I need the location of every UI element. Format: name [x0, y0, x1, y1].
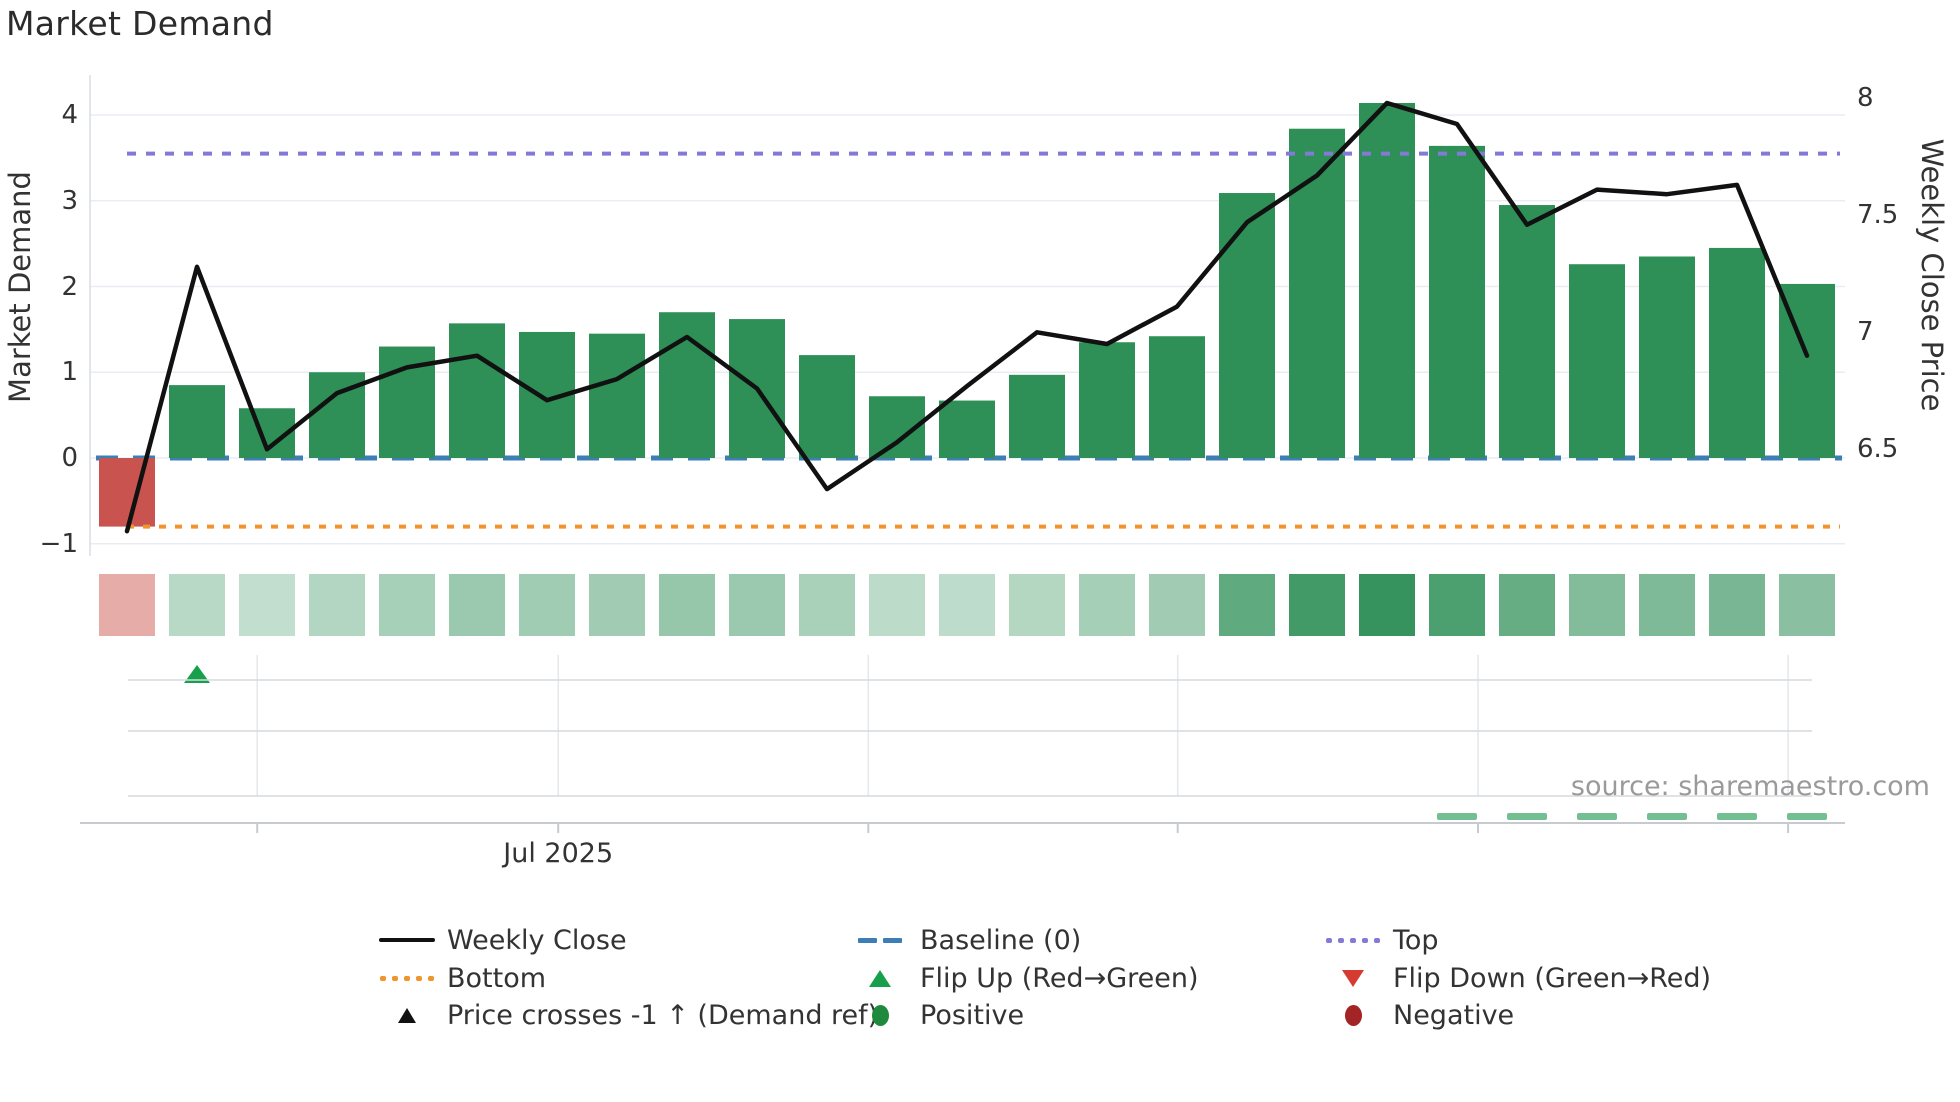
- heatmap-cell: [449, 574, 505, 636]
- positive-streak-marker: [1647, 813, 1687, 820]
- demand-bar: [1499, 205, 1555, 458]
- heatmap-cell: [1219, 574, 1275, 636]
- price-cross-triangle-icon: [378, 1007, 436, 1023]
- weekly-close-line: [124, 100, 1810, 534]
- demand-bar: [1569, 264, 1625, 458]
- legend-item-positive: Positive: [851, 1000, 1024, 1031]
- legend-item-top: Top: [1324, 925, 1439, 956]
- heatmap-cell: [1079, 574, 1135, 636]
- legend-item-weekly-close: Weekly Close: [378, 925, 627, 956]
- demand-bar: [589, 333, 645, 458]
- demand-bar: [1149, 336, 1205, 458]
- heatmap-cell: [1569, 574, 1625, 636]
- legend-item-baseline: Baseline (0): [851, 925, 1081, 956]
- demand-bar: [1639, 256, 1695, 458]
- positive-streak-marker: [1437, 813, 1477, 820]
- source-caption: source: sharemaestro.com: [1570, 771, 1930, 802]
- demand-bar-negative: [99, 458, 155, 527]
- heatmap-cell: [519, 574, 575, 636]
- heatmap-cell: [799, 574, 855, 636]
- right-axis-title: Weekly Close Price: [1915, 138, 1949, 412]
- heatmap-cell: [99, 574, 155, 636]
- heatmap-cell: [1429, 574, 1485, 636]
- positive-circle-icon: [851, 1004, 909, 1026]
- demand-bar: [449, 323, 505, 458]
- heatmap-cell: [1009, 574, 1065, 636]
- heatmap-cell: [1639, 574, 1695, 636]
- left-axis-tick-label: 2: [61, 271, 78, 302]
- positive-streak-marker: [1717, 813, 1757, 820]
- demand-bar: [1079, 342, 1135, 458]
- heatmap-cell: [1779, 574, 1835, 636]
- legend-item-price-crosses: Price crosses -1 ↑ (Demand ref): [378, 1000, 878, 1031]
- heatmap-cell: [1359, 574, 1415, 636]
- left-axis-tick-label: 1: [61, 357, 78, 388]
- heatmap-cell: [589, 574, 645, 636]
- x-axis-month-label: Jul 2025: [503, 838, 614, 869]
- flip-down-triangle-icon: [1324, 969, 1382, 987]
- positive-streak-marker: [1787, 813, 1827, 820]
- legend-item-negative: Negative: [1324, 1000, 1514, 1031]
- heatmap-cell: [869, 574, 925, 636]
- heatmap-cell: [169, 574, 225, 636]
- right-axis-tick-label: 6.5: [1857, 434, 1899, 465]
- left-axis-tick-label: 0: [61, 443, 78, 473]
- heatmap-cell: [1709, 574, 1765, 636]
- heatmap-cell: [1289, 574, 1345, 636]
- left-axis-tick-label: −1: [39, 528, 78, 559]
- flip-up-triangle-icon: [851, 969, 909, 987]
- negative-circle-icon: [1324, 1004, 1382, 1026]
- demand-bar: [1009, 374, 1065, 458]
- right-axis-tick-label: 8: [1857, 83, 1874, 114]
- flip-up-marker: [184, 665, 210, 683]
- demand-bar: [1219, 193, 1275, 458]
- positive-streak-marker: [1577, 813, 1617, 820]
- heatmap-cell: [379, 574, 435, 636]
- left-axis-tick-label: 3: [61, 185, 78, 216]
- positive-streak-marker: [1507, 813, 1547, 820]
- page-title: Market Demand: [6, 4, 274, 43]
- legend-item-flip-up: Flip Up (Red→Green): [851, 963, 1199, 994]
- heatmap-cell: [1499, 574, 1555, 636]
- right-axis-tick-label: 7: [1857, 317, 1874, 348]
- demand-bar: [659, 312, 715, 458]
- heatmap-cell: [729, 574, 785, 636]
- top-dots-icon: [1324, 937, 1382, 943]
- demand-bar: [799, 355, 855, 458]
- legend-item-bottom: Bottom: [378, 963, 546, 994]
- left-axis-tick-label: 4: [61, 100, 78, 130]
- legend-item-flip-down: Flip Down (Green→Red): [1324, 963, 1711, 994]
- demand-bar: [1709, 247, 1765, 458]
- heatmap-cell: [239, 574, 295, 636]
- demand-bar: [1429, 145, 1485, 458]
- heatmap-cell: [1149, 574, 1205, 636]
- demand-bar: [1359, 102, 1415, 459]
- heatmap-cell: [939, 574, 995, 636]
- bottom-dots-icon: [378, 975, 436, 981]
- weekly-close-line-icon: [378, 938, 436, 942]
- right-axis-tick-label: 7.5: [1857, 200, 1899, 231]
- heatmap-cell: [659, 574, 715, 636]
- heatmap-cell: [309, 574, 365, 636]
- demand-bar: [169, 385, 225, 458]
- demand-bar: [1289, 128, 1345, 458]
- demand-bar: [939, 400, 995, 458]
- baseline-dash-icon: [851, 937, 909, 943]
